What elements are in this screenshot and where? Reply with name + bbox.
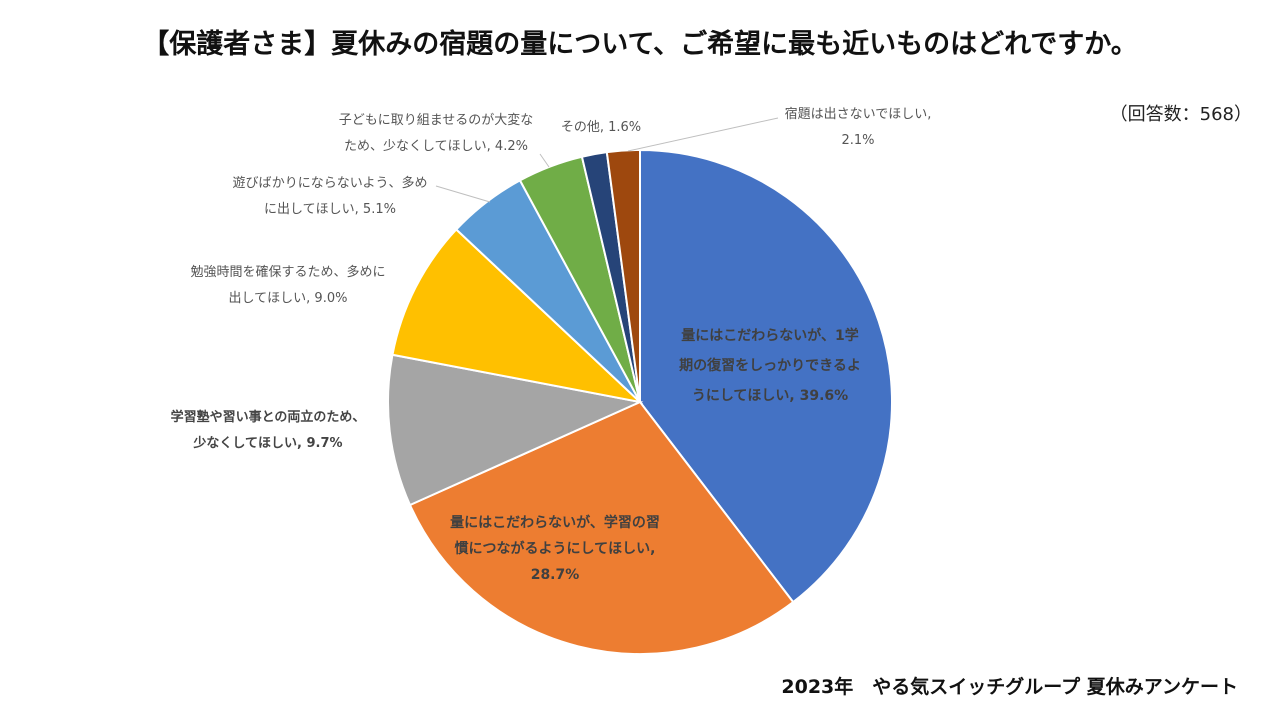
slice-label-line: 28.7% — [531, 567, 580, 583]
slice-label-line: 量にはこだわらないが、学習の習 — [450, 514, 660, 531]
slice-label-1: 量にはこだわらないが、1学期の復習をしっかりできるようにしてほしい, 39.6% — [679, 327, 861, 404]
slice-label-line: 2.1% — [841, 133, 874, 148]
slice-label-6: 子どもに取り組ませるのが大変なため、少なくしてほしい, 4.2% — [339, 112, 534, 154]
slice-label-line: に出してほしい, 5.1% — [264, 202, 396, 217]
slice-label-7: その他, 1.6% — [561, 120, 641, 135]
slice-label-line: 期の復習をしっかりできるよ — [679, 357, 861, 374]
pie-slice-8 — [605, 148, 641, 403]
slice-label-line: ため、少なくしてほしい, 4.2% — [344, 139, 528, 154]
slice-label-line: 出してほしい, 9.0% — [229, 291, 348, 306]
slice-label-line: 勉強時間を確保するため、多めに — [190, 264, 385, 280]
chart-title: 【保護者さま】夏休みの宿題の量について、ご希望に最も近いものはどれですか。 — [142, 29, 1138, 60]
pie-slice-2 — [408, 400, 795, 655]
slice-label-line: 宿題は出さないでほしい, — [785, 106, 932, 122]
slice-label-line: 遊びばかりにならないよう、多め — [232, 175, 427, 191]
leader-line-8 — [627, 117, 779, 152]
slice-label-line: 量にはこだわらないが、1学 — [681, 327, 858, 344]
leader-line-5 — [435, 185, 491, 203]
slice-label-line: 学習塾や習い事との両立のため、 — [171, 409, 366, 425]
pie-slice-4 — [391, 228, 644, 404]
slice-label-3: 学習塾や習い事との両立のため、少なくしてほしい, 9.7% — [171, 409, 366, 451]
slice-label-5: 遊びばかりにならないよう、多めに出してほしい, 5.1% — [232, 175, 427, 217]
leader-line-6 — [539, 153, 550, 168]
survey-footer: 2023年 やる気スイッチグループ 夏休みアンケート — [781, 676, 1238, 698]
slice-label-2: 量にはこだわらないが、学習の習慣につながるようにしてほしい, 28.7% — [450, 514, 660, 583]
slice-label-line: 子どもに取り組ませるのが大変な — [339, 112, 534, 128]
slice-label-8: 宿題は出さないでほしい, 2.1% — [785, 106, 932, 148]
slice-label-line: うにしてほしい, 39.6% — [692, 388, 848, 404]
slice-label-line: その他, 1.6% — [561, 120, 641, 135]
slice-label-4: 勉強時間を確保するため、多めに出してほしい, 9.0% — [190, 264, 385, 306]
pie-slice-3 — [387, 353, 644, 507]
slice-label-line: 慣につながるようにしてほしい, — [454, 540, 656, 557]
respondent-count: （回答数：568） — [1109, 104, 1252, 125]
slice-label-line: 少なくしてほしい, 9.7% — [192, 435, 342, 451]
pie-slice-1 — [639, 148, 893, 604]
